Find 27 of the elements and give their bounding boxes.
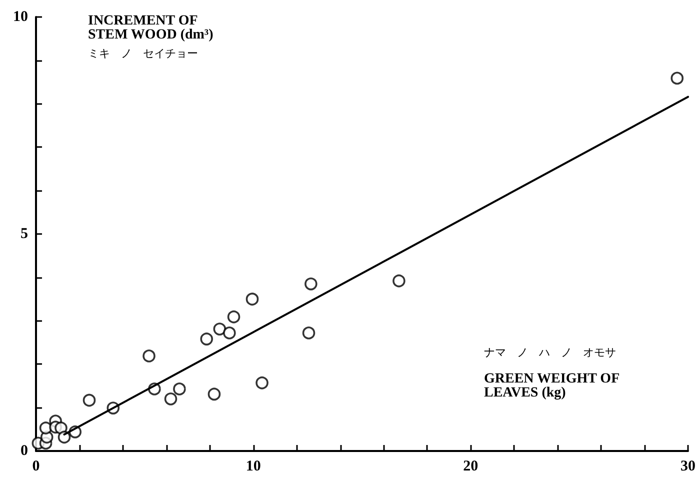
point <box>208 388 221 401</box>
point <box>58 430 71 444</box>
y-axis-title: INCREMENT OF STEM WOOD (dm³) <box>88 14 214 42</box>
point <box>223 326 236 340</box>
y-tick-label: 10 <box>13 9 28 25</box>
point <box>82 394 96 407</box>
x-tick-label: 0 <box>32 458 40 474</box>
x-tick-label: 20 <box>463 458 478 474</box>
point <box>392 274 406 288</box>
annotation: ミキ ノ セイチョー <box>88 47 198 60</box>
point <box>246 292 259 306</box>
point <box>142 350 156 362</box>
point <box>173 382 186 396</box>
annotation: ナマ ノ ハ ノ オモサ <box>484 346 616 359</box>
point <box>304 278 318 290</box>
y-tick-label: 5 <box>20 226 28 242</box>
x-tick-label: 10 <box>246 458 261 474</box>
point <box>227 310 240 324</box>
y-tick-label: 0 <box>20 443 28 459</box>
point <box>213 322 226 336</box>
point <box>302 326 316 340</box>
x-tick-label: 30 <box>680 458 696 474</box>
point <box>256 376 268 390</box>
point <box>200 332 214 346</box>
point <box>670 72 684 85</box>
x-axis-title: GREEN WEIGHT OF LEAVES (kg) <box>484 372 620 400</box>
point <box>164 392 178 406</box>
